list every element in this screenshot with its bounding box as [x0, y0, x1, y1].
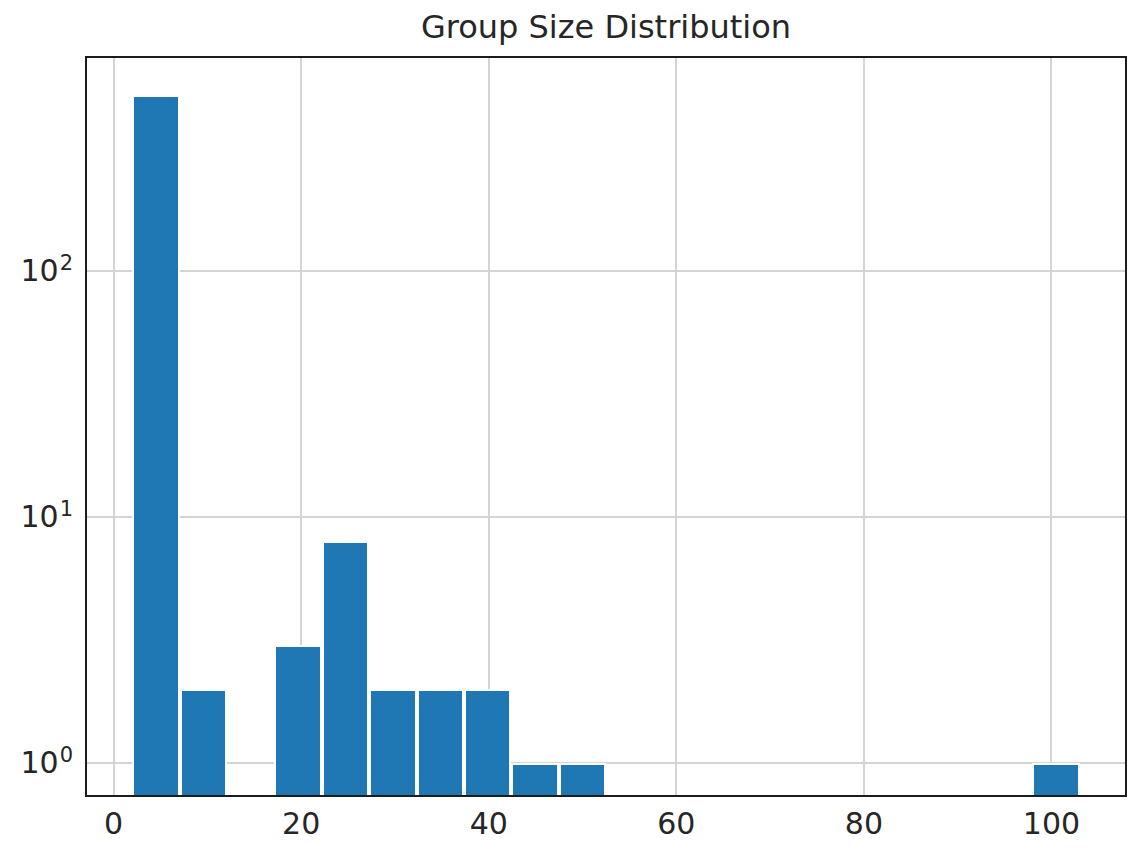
histogram-bar-bin-4	[322, 541, 369, 797]
plot-area	[85, 56, 1127, 797]
xtick-label-0: 0	[104, 806, 123, 841]
histogram-bar-bin-19	[1032, 763, 1079, 797]
histogram-bar-bin-0	[132, 95, 179, 797]
xtick-label-80: 80	[845, 806, 883, 841]
xtick-label-40: 40	[470, 806, 508, 841]
histogram-bar-bin-6	[417, 689, 464, 797]
xtick-label-100: 100	[1023, 806, 1080, 841]
histogram-bar-bin-5	[369, 689, 416, 797]
ytick-label-100: 102	[0, 251, 72, 294]
histogram-bar-bin-3	[274, 645, 321, 797]
ytick-label-1: 100	[0, 743, 72, 786]
chart-title: Group Size Distribution	[85, 8, 1127, 46]
bar-layer	[85, 56, 1127, 797]
xtick-label-60: 60	[657, 806, 695, 841]
figure: Group Size Distribution 0 20 40 60 80 100 100 1…	[0, 0, 1145, 862]
histogram-bar-bin-8	[511, 763, 558, 797]
ytick-label-10: 101	[0, 497, 72, 540]
histogram-bar-bin-7	[464, 689, 511, 797]
histogram-bar-bin-9	[559, 763, 606, 797]
xtick-label-20: 20	[282, 806, 320, 841]
histogram-bar-bin-1	[180, 689, 227, 797]
